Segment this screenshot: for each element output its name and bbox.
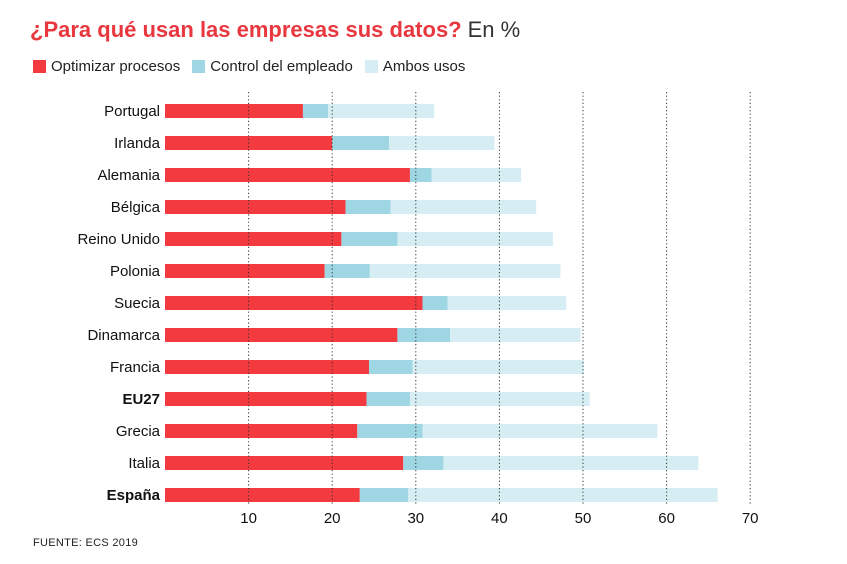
legend-swatch-control <box>192 60 206 73</box>
bar-segment-españa-1 <box>359 488 409 502</box>
source-note: FUENTE: ECS 2019 <box>33 537 139 549</box>
category-label-reino-unido: Reino Unido <box>77 231 160 248</box>
category-label-bélgica: Bélgica <box>111 199 161 216</box>
bar-segment-suecia-0 <box>165 296 423 310</box>
legend-item-ambos: Ambos usos <box>364 58 466 75</box>
bar-segment-eu27-1 <box>366 392 410 406</box>
bar-segment-españa-0 <box>165 488 360 502</box>
x-tick-label-10: 10 <box>240 510 257 527</box>
category-label-alemania: Alemania <box>97 167 160 184</box>
bar-segment-irlanda-2 <box>389 136 495 150</box>
bar-segment-italia-2 <box>443 456 699 470</box>
category-label-italia: Italia <box>128 455 160 472</box>
chart-title: ¿Para qué usan las empresas sus datos? En… <box>30 17 520 43</box>
legend-label-control: Control del empleado <box>210 58 353 75</box>
bar-segment-reino-unido-0 <box>165 232 342 246</box>
bar-segment-grecia-1 <box>357 424 423 438</box>
bar-segment-polonia-0 <box>165 264 325 278</box>
bar-segment-bélgica-2 <box>390 200 537 214</box>
bar-segment-españa-2 <box>408 488 718 502</box>
category-label-suecia: Suecia <box>114 295 161 312</box>
bar-segment-portugal-2 <box>328 104 435 118</box>
bar-segment-bélgica-1 <box>345 200 391 214</box>
bar-segment-italia-0 <box>165 456 404 470</box>
legend-item-control: Control del empleado <box>192 58 353 75</box>
bar-segment-polonia-2 <box>369 264 561 278</box>
bar-segment-francia-1 <box>368 360 413 374</box>
category-label-francia: Francia <box>110 359 161 376</box>
bar-segment-portugal-0 <box>165 104 303 118</box>
legend-swatch-ambos <box>364 60 378 73</box>
category-label-polonia: Polonia <box>110 263 161 280</box>
bar-segment-italia-1 <box>403 456 444 470</box>
category-label-eu27: EU27 <box>122 391 160 408</box>
x-tick-label-30: 30 <box>407 510 424 527</box>
bar-segment-reino-unido-1 <box>341 232 398 246</box>
chart-legend: Optimizar procesos Control del empleado … <box>33 58 477 75</box>
bar-segment-dinamarca-2 <box>450 328 581 342</box>
legend-label-ambos: Ambos usos <box>382 58 466 75</box>
bar-segment-suecia-1 <box>422 296 448 310</box>
legend-label-optimizar: Optimizar procesos <box>51 58 181 75</box>
x-tick-label-70: 70 <box>742 510 759 527</box>
bar-segment-reino-unido-2 <box>397 232 553 246</box>
bar-segment-francia-0 <box>165 360 369 374</box>
x-tick-label-40: 40 <box>491 510 508 527</box>
bar-segment-grecia-2 <box>422 424 658 438</box>
bar-segment-alemania-1 <box>409 168 432 182</box>
bar-segment-eu27-0 <box>165 392 367 406</box>
category-label-irlanda: Irlanda <box>114 135 161 152</box>
bar-segment-dinamarca-1 <box>397 328 451 342</box>
category-label-grecia: Grecia <box>116 423 161 440</box>
legend-swatch-optimizar <box>33 60 46 73</box>
bar-segment-alemania-2 <box>431 168 522 182</box>
legend-item-optimizar: Optimizar procesos <box>33 58 180 75</box>
bar-segment-francia-2 <box>412 360 584 374</box>
category-label-portugal: Portugal <box>104 103 160 120</box>
x-tick-label-60: 60 <box>658 510 675 527</box>
bar-segment-grecia-0 <box>165 424 358 438</box>
bar-segment-polonia-1 <box>324 264 370 278</box>
bar-segment-portugal-1 <box>302 104 329 118</box>
category-label-españa: España <box>107 487 161 504</box>
x-tick-label-50: 50 <box>575 510 592 527</box>
chart-unit: En % <box>467 17 521 42</box>
bar-segment-irlanda-1 <box>332 136 390 150</box>
bar-segment-alemania-0 <box>165 168 410 182</box>
x-tick-label-20: 20 <box>324 510 341 527</box>
chart-title-text: ¿Para qué usan las empresas sus datos? <box>30 17 462 42</box>
category-label-dinamarca: Dinamarca <box>87 327 160 344</box>
bar-segment-suecia-2 <box>447 296 567 310</box>
bar-segment-dinamarca-0 <box>165 328 398 342</box>
bar-segment-bélgica-0 <box>165 200 346 214</box>
